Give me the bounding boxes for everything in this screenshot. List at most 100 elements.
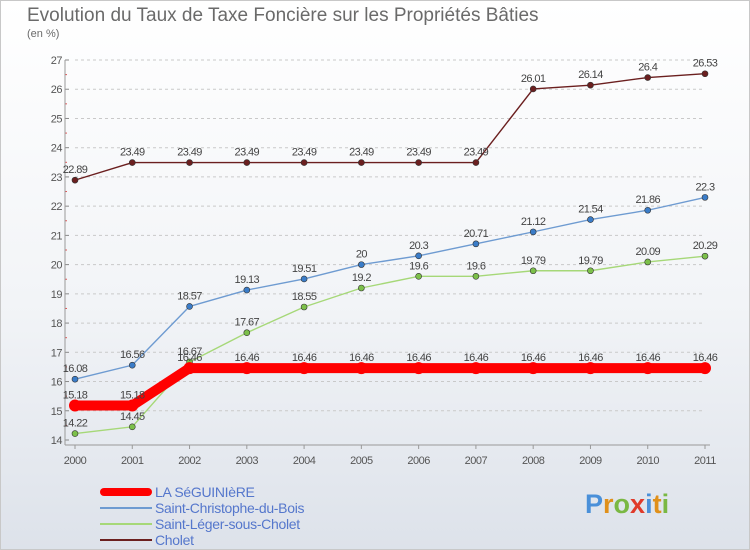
data-point <box>300 275 308 283</box>
data-point <box>186 303 193 310</box>
legend-label: LA SéGUINIèRE <box>155 484 255 500</box>
y-tick-label: 18 <box>51 318 63 330</box>
data-point <box>298 362 311 375</box>
y-tick-label: 14 <box>51 435 63 447</box>
data-point <box>644 74 652 81</box>
legend-item: LA SéGUINIèRE <box>100 484 255 500</box>
data-label: 19.2 <box>352 272 371 284</box>
data-point <box>529 267 537 275</box>
data-label: 23.49 <box>235 147 260 159</box>
data-point <box>529 85 537 93</box>
data-label: 16.46 <box>635 352 660 364</box>
data-label: 21.12 <box>521 216 546 228</box>
legend-label: Saint-Christophe-du-Bois <box>155 500 305 516</box>
data-label: 16.46 <box>521 352 546 364</box>
data-point <box>701 70 709 78</box>
y-tick-label: 25 <box>51 113 63 125</box>
legend-swatch <box>100 488 152 496</box>
data-point <box>701 252 709 260</box>
data-point <box>472 159 480 166</box>
data-label: 19.13 <box>235 274 260 286</box>
data-point <box>126 399 139 412</box>
x-tick-label: 2000 <box>64 455 87 467</box>
data-label: 20.29 <box>693 240 718 252</box>
x-tick-label: 2011 <box>694 455 716 467</box>
x-tick-label: 2001 <box>121 455 144 467</box>
data-label: 14.45 <box>120 411 145 423</box>
data-point <box>587 81 594 89</box>
chart-title: Evolution du Taux de Taxe Foncière sur l… <box>27 5 539 26</box>
data-point <box>243 286 251 294</box>
data-point <box>300 303 308 311</box>
data-point <box>415 252 422 260</box>
data-label: 19.51 <box>292 263 317 275</box>
data-point <box>300 159 308 166</box>
y-tick-label: 16 <box>51 377 63 389</box>
y-tick-label: 17 <box>51 347 63 359</box>
data-point <box>587 216 594 223</box>
data-point <box>358 261 365 268</box>
data-point <box>358 159 365 166</box>
y-tick-label: 23 <box>51 172 63 184</box>
data-label: 18.55 <box>292 291 317 303</box>
data-point <box>469 362 482 375</box>
data-point <box>69 399 81 412</box>
legend-swatch <box>100 507 152 509</box>
data-point <box>472 273 480 280</box>
y-tick-label: 21 <box>51 230 63 242</box>
data-label: 23.49 <box>406 147 431 159</box>
x-tick-label: 2010 <box>636 455 659 467</box>
data-point <box>243 329 251 337</box>
data-label: 19.6 <box>409 260 428 272</box>
data-label: 16.46 <box>464 352 489 364</box>
data-label: 20 <box>356 249 368 261</box>
logo-letter: x <box>630 489 646 519</box>
y-tick-label: 20 <box>51 260 63 272</box>
data-point <box>183 362 196 375</box>
data-label: 20.71 <box>464 228 489 240</box>
data-point <box>71 176 79 184</box>
legend-swatch <box>100 523 152 525</box>
logo-letter: r <box>603 489 614 519</box>
data-label: 16.46 <box>177 352 202 364</box>
legend-item: Cholet <box>100 532 194 548</box>
data-point <box>641 362 654 375</box>
data-point <box>186 159 193 166</box>
series-line-Cholet <box>74 73 706 181</box>
data-point <box>128 361 136 369</box>
data-point <box>355 362 368 375</box>
data-label: 26.4 <box>638 62 657 74</box>
x-tick-label: 2009 <box>579 455 602 467</box>
y-tick-label: 27 <box>51 55 63 67</box>
data-point <box>128 159 136 166</box>
legend-swatch <box>100 539 152 541</box>
data-point <box>415 159 422 166</box>
series-line-Saint-Christophe-du-Bois <box>74 196 706 380</box>
data-label: 16.56 <box>120 349 145 361</box>
data-point <box>243 159 251 166</box>
x-tick-label: 2008 <box>522 455 545 467</box>
x-tick-label: 2002 <box>178 455 201 467</box>
proxiti-logo: Proxiti <box>585 489 669 520</box>
data-point <box>529 228 537 236</box>
data-label: 20.3 <box>409 240 428 252</box>
x-tick-label: 2004 <box>293 455 316 467</box>
data-label: 21.54 <box>578 204 603 216</box>
data-label: 19.79 <box>521 255 546 267</box>
data-label: 15.18 <box>63 390 88 402</box>
y-tick-label: 22 <box>51 201 63 213</box>
data-point <box>527 362 540 375</box>
data-point <box>587 267 594 275</box>
data-point <box>240 362 253 375</box>
data-label: 23.49 <box>464 147 489 159</box>
logo-letter: o <box>613 489 631 519</box>
y-unit-label: (en %) <box>27 28 60 40</box>
data-label: 19.79 <box>578 255 603 267</box>
series-line-Saint-Léger-sous-Cholet <box>74 255 706 435</box>
data-label: 17.67 <box>235 317 260 329</box>
data-label: 16.46 <box>406 352 431 364</box>
x-tick-label: 2005 <box>350 455 373 467</box>
data-label: 26.14 <box>578 69 603 81</box>
data-label: 15.18 <box>120 390 145 402</box>
